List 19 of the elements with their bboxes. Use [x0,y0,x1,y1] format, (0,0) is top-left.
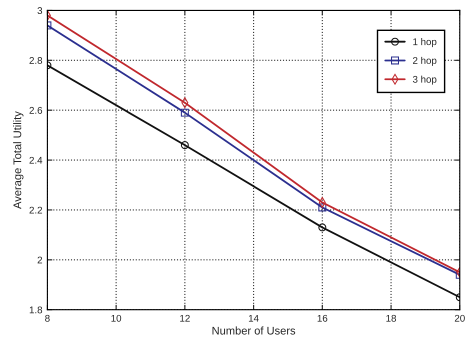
y-tick-label: 2.2 [30,206,42,214]
legend-label: 1 hop [413,38,436,48]
legend-label: 3 hop [412,76,436,85]
y-axis-title: Average Total Utility [13,111,24,209]
legend-label: 2 hop [412,56,436,66]
x-tick-label: 16 [318,314,328,322]
y-tick-label: 2.4 [30,156,42,164]
x-axis-title: Number of Users [212,326,296,335]
y-tick-label: 2.8 [30,57,42,64]
x-tick-label: 14 [248,314,259,322]
x-tick-label: 10 [111,314,122,322]
y-tick-label: 3 [38,7,42,14]
x-tick-label: 20 [454,314,465,322]
x-tick-label: 8 [45,314,50,322]
y-tick-label: 2 [38,256,42,264]
y-tick-label: 2.6 [30,106,42,114]
x-tick-label: 12 [180,314,190,322]
x-tick-label: 18 [386,314,396,322]
y-tick-label: 1.8 [30,306,42,314]
